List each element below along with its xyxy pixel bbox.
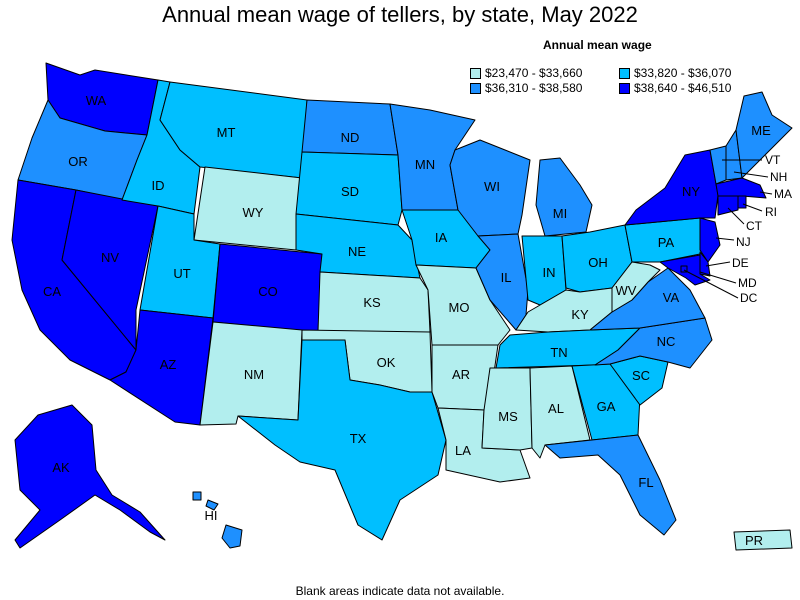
state-NC[interactable] (594, 317, 713, 369)
label-KY: KY (571, 307, 589, 322)
label-IN: IN (543, 265, 556, 280)
leader-MA (759, 191, 773, 195)
label-SD: SD (341, 184, 359, 199)
label-IA: IA (435, 230, 448, 245)
label-VT: VT (765, 153, 781, 167)
label-KS: KS (363, 295, 381, 310)
legend-item-4: $38,640 - $46,510 (619, 81, 731, 95)
state-HI-islet-2[interactable] (205, 499, 219, 511)
label-NV: NV (101, 250, 119, 265)
state-ME[interactable] (735, 91, 793, 179)
label-GA: GA (597, 399, 616, 414)
label-WI: WI (484, 179, 500, 194)
label-NE: NE (348, 244, 366, 259)
state-KS[interactable] (317, 271, 431, 333)
label-HI: HI (205, 508, 218, 523)
leader-RI (742, 203, 763, 212)
legend-swatch-2 (619, 67, 630, 79)
label-NY: NY (682, 184, 700, 199)
label-OR: OR (68, 154, 88, 169)
leader-NH (733, 171, 769, 178)
label-AR: AR (452, 367, 470, 382)
label-VA: VA (663, 290, 680, 305)
leader-DC (683, 269, 739, 299)
label-NM: NM (244, 367, 264, 382)
leader-MD (699, 271, 737, 284)
legend-swatch-4 (619, 82, 630, 94)
legend-label-4: $38,640 - $46,510 (634, 81, 732, 95)
label-ID: ID (152, 178, 165, 193)
state-MI[interactable] (535, 157, 593, 237)
label-ND: ND (341, 130, 360, 145)
leader-NJ (715, 237, 735, 241)
legend-title: Annual mean wage (543, 38, 652, 52)
label-CO: CO (258, 284, 278, 299)
map-title: Annual mean wage of tellers, by state, M… (162, 2, 638, 27)
label-CA: CA (43, 284, 61, 299)
state-AK[interactable] (14, 404, 166, 549)
state-FL[interactable] (544, 434, 677, 536)
label-PR: PR (745, 533, 763, 548)
state-RI[interactable] (737, 195, 747, 209)
label-RI: RI (765, 205, 777, 219)
label-NJ: NJ (736, 235, 751, 249)
footnote: Blank areas indicate data not available. (295, 584, 505, 598)
state-NY[interactable] (624, 149, 719, 226)
label-MN: MN (415, 157, 435, 172)
state-PR[interactable] (733, 529, 793, 551)
leader-DE (705, 261, 731, 267)
label-IL: IL (501, 270, 512, 285)
state-TX[interactable] (237, 339, 447, 541)
label-DC: DC (740, 291, 758, 305)
label-WY: WY (243, 205, 264, 220)
label-NH: NH (770, 170, 787, 184)
label-MD: MD (738, 276, 757, 290)
state-HI-islet[interactable] (192, 491, 202, 501)
label-LA: LA (455, 443, 471, 458)
label-MS: MS (498, 409, 518, 424)
label-TX: TX (350, 431, 367, 446)
legend-item-2: $33,820 - $36,070 (619, 66, 731, 80)
leader-CT (727, 207, 745, 225)
label-DE: DE (732, 256, 749, 270)
label-OK: OK (377, 355, 396, 370)
label-AZ: AZ (160, 357, 177, 372)
label-MT: MT (217, 125, 236, 140)
label-SC: SC (632, 368, 650, 383)
label-PA: PA (658, 235, 675, 250)
legend-swatch-3 (470, 82, 481, 94)
label-UT: UT (173, 266, 190, 281)
legend-label-3: $36,310 - $38,580 (485, 81, 583, 95)
legend-swatch-1 (470, 67, 481, 79)
label-AK: AK (52, 460, 70, 475)
label-MO: MO (449, 300, 470, 315)
state-ND[interactable] (301, 99, 399, 156)
state-NJ[interactable] (699, 217, 721, 263)
label-NC: NC (657, 334, 676, 349)
label-MA: MA (774, 187, 792, 201)
state-HI[interactable] (221, 524, 243, 549)
label-TN: TN (550, 345, 567, 360)
label-WV: WV (616, 283, 637, 298)
legend-label-2: $33,820 - $36,070 (634, 66, 732, 80)
label-MI: MI (553, 206, 567, 221)
label-WA: WA (86, 93, 107, 108)
legend-label-1: $23,470 - $33,660 (485, 66, 583, 80)
legend-item-1: $23,470 - $33,660 (470, 66, 582, 80)
legend-item-3: $36,310 - $38,580 (470, 81, 582, 95)
label-OH: OH (588, 255, 608, 270)
label-ME: ME (751, 123, 771, 138)
label-FL: FL (638, 475, 653, 490)
label-CT: CT (746, 219, 763, 233)
label-AL: AL (548, 401, 564, 416)
state-CT[interactable] (717, 195, 739, 216)
state-SD[interactable] (295, 151, 403, 226)
